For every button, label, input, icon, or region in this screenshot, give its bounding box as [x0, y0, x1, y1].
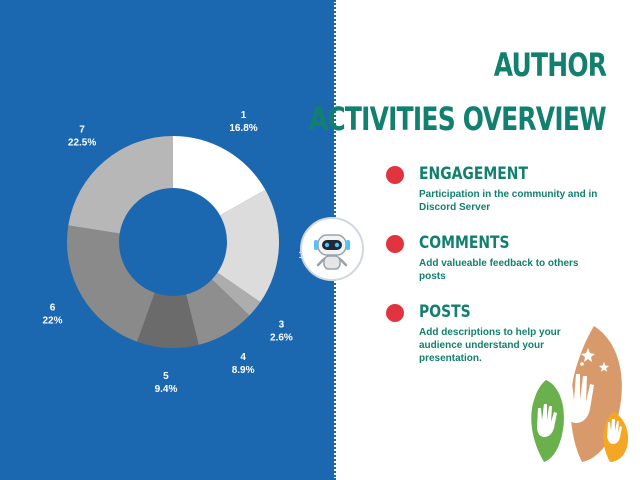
- item-description: Participation in the community and in Di…: [419, 189, 598, 213]
- item-description: Add valueable feedback to others posts: [419, 258, 579, 282]
- donut-slice-7: [68, 136, 173, 234]
- item-heading: Posts: [419, 302, 471, 322]
- red-dot-icon: [386, 166, 404, 184]
- slice-category-label: 6: [50, 302, 56, 313]
- donut-slice-3: [211, 272, 261, 316]
- slice-category-label: 1: [241, 110, 247, 121]
- chart-panel: 116.8%217.8%32.6%48.9%59.4%622%722.5%: [0, 0, 334, 480]
- red-dot-icon: [386, 235, 404, 253]
- donut-slice-1: [173, 136, 266, 216]
- slice-category-label: 7: [79, 125, 85, 136]
- slice-value-label: 8.9%: [232, 365, 255, 376]
- slice-value-label: 16.8%: [229, 123, 257, 134]
- donut-slice-4: [186, 279, 250, 345]
- donut-slice-2: [217, 189, 279, 303]
- item-description: Add descriptions to help your audience u…: [419, 327, 561, 364]
- item-heading: Engagement: [419, 164, 528, 184]
- red-dot-icon: [386, 304, 404, 322]
- slice-value-label: 9.4%: [155, 384, 178, 395]
- robot-mascot-icon: [300, 217, 364, 281]
- donut-slice-5: [137, 292, 199, 348]
- item-heading: Comments: [419, 233, 510, 253]
- title-line-1: Author: [493, 46, 607, 84]
- slice-category-label: 5: [163, 371, 169, 382]
- slice-value-label: 22%: [42, 315, 62, 326]
- donut-slice-6: [67, 225, 155, 342]
- slice-category-label: 3: [279, 320, 285, 331]
- raised-hands-logo: [531, 326, 629, 462]
- slice-category-label: 4: [240, 352, 246, 363]
- donut-chart: 116.8%217.8%32.6%48.9%59.4%622%722.5%: [42, 110, 327, 395]
- slice-value-label: 2.6%: [270, 333, 293, 344]
- slice-value-label: 22.5%: [68, 138, 96, 149]
- title-line-2: Activities Overview: [308, 100, 607, 138]
